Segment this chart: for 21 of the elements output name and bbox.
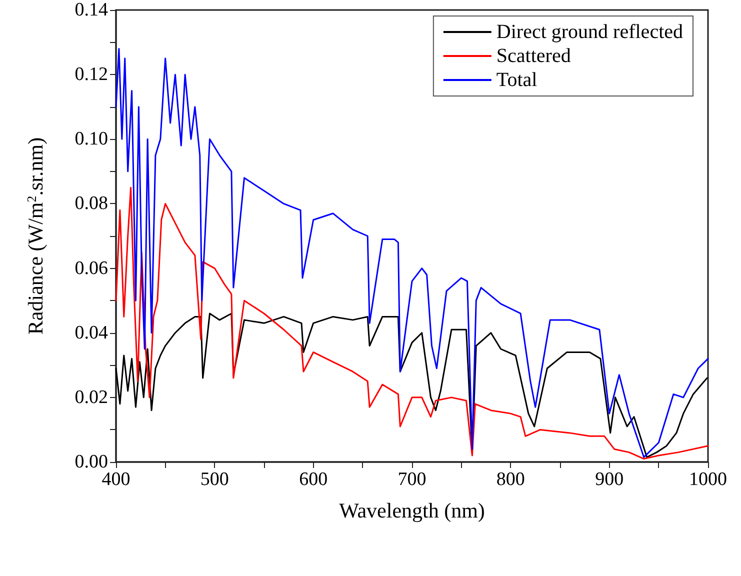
legend-label: Direct ground reflected: [496, 21, 684, 43]
y-tick-label: 0.14: [74, 0, 108, 20]
x-tick-label: 500: [200, 469, 229, 490]
y-tick-label: 0.10: [74, 128, 108, 150]
y-axis-title: Radiance (W/m2.sr.nm): [24, 137, 48, 335]
line-series: [115, 48, 709, 458]
y-tick-label: 0.12: [74, 64, 108, 86]
line-series: [115, 312, 708, 458]
legend-label: Scattered: [496, 45, 571, 67]
x-tick-label: 900: [595, 469, 624, 490]
x-axis-title: Wavelength (nm): [339, 498, 485, 522]
y-tick-label: 0.02: [74, 386, 108, 408]
line-series: [115, 186, 709, 460]
y-tick-label: 0.04: [74, 322, 108, 344]
x-tick-label: 800: [496, 469, 525, 490]
legend-label: Total: [496, 69, 538, 91]
x-tick-label: 1000: [689, 469, 727, 490]
y-tick-label: 0.08: [74, 193, 108, 214]
x-tick-label: 600: [299, 469, 328, 490]
y-tick-label: 0.06: [74, 258, 108, 279]
x-tick-label: 700: [398, 469, 426, 490]
